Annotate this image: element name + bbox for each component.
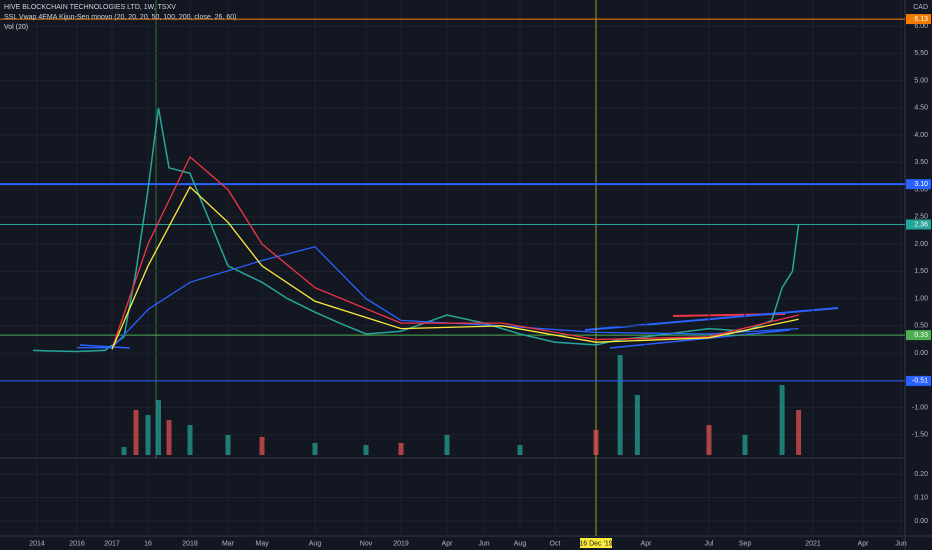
volume-bar xyxy=(156,400,161,455)
volume-bar xyxy=(398,443,404,455)
crosshair-label-box xyxy=(580,538,612,548)
volume-bar xyxy=(225,435,231,455)
level-label: 2.36 xyxy=(914,221,928,228)
x-tick-label: Jun xyxy=(895,540,906,547)
x-tick-label: Oct xyxy=(550,540,561,547)
y-tick-label: 1.00 xyxy=(914,295,928,302)
volume-bar xyxy=(121,447,127,455)
level-label-box xyxy=(906,179,931,190)
x-tick-label: Aug xyxy=(309,540,322,547)
x-tick-label: Jun xyxy=(478,540,489,547)
x-tick-label: Mar xyxy=(222,540,235,547)
y-tick-label: 1.50 xyxy=(914,268,928,275)
x-tick-label: Apr xyxy=(641,540,653,547)
volume-bar xyxy=(363,445,369,455)
y-tick-label: 3.50 xyxy=(914,159,928,166)
series-line xyxy=(111,155,799,349)
currency: CAD xyxy=(913,4,928,11)
trend-line xyxy=(609,329,791,349)
crosshair-x-label: 16 Dec '19 xyxy=(579,540,612,547)
volume-bar xyxy=(593,430,599,455)
volume-label: Vol (20) xyxy=(4,24,28,31)
x-tick-label: 2019 xyxy=(393,540,409,547)
y-tick-label: 5.00 xyxy=(914,77,928,84)
x-tick-label: 2016 xyxy=(69,540,85,547)
y-tick-label: 0.20 xyxy=(914,471,928,478)
trend-line xyxy=(79,344,131,349)
level-label: 3.10 xyxy=(914,181,928,188)
y-tick-label: 0.00 xyxy=(914,518,928,525)
y-tick-label: -1.50 xyxy=(912,432,928,439)
volume-bar xyxy=(133,410,139,455)
x-tick-label: Apr xyxy=(442,540,454,547)
y-tick-label: -1.00 xyxy=(912,404,928,411)
volume-bar xyxy=(259,437,265,455)
level-label: 6.13 xyxy=(914,16,928,23)
chart-title: HIVE BLOCKCHAIN TECHNOLOGIES LTD, 1W, TS… xyxy=(4,4,176,11)
x-tick-label: 2018 xyxy=(182,540,198,547)
y-tick-label: 6.00 xyxy=(914,23,928,30)
y-tick-label: 5.50 xyxy=(914,50,928,57)
x-tick-label: 16 xyxy=(144,540,152,547)
level-label: 0.33 xyxy=(914,332,928,339)
volume-bar xyxy=(517,445,523,455)
x-tick-label: Jul xyxy=(705,540,714,547)
level-label-box xyxy=(906,330,931,341)
series-line xyxy=(77,246,799,349)
volume-bar xyxy=(742,435,748,455)
volume-bar xyxy=(706,425,712,455)
volume-bar xyxy=(187,425,193,455)
y-tick-label: 3.00 xyxy=(914,186,928,193)
y-tick-label: 0.10 xyxy=(914,494,928,501)
volume-bar xyxy=(617,355,623,455)
y-tick-label: 0.00 xyxy=(914,350,928,357)
volume-bar xyxy=(166,420,172,455)
series-line xyxy=(111,185,799,350)
x-tick-label: 2021 xyxy=(805,540,821,547)
level-label-box xyxy=(906,219,931,230)
level-label-box xyxy=(906,375,931,386)
y-tick-label: 2.50 xyxy=(914,214,928,221)
volume-bar xyxy=(444,435,450,455)
indicator-label: SSL Vwap 4EMA Kijun-Sen mnovo (20, 20, 2… xyxy=(4,14,236,21)
y-tick-label: 4.00 xyxy=(914,132,928,139)
x-tick-label: 2014 xyxy=(29,540,45,547)
volume-bar xyxy=(634,395,640,455)
y-tick-label: 0.50 xyxy=(914,323,928,330)
x-tick-label: Sep xyxy=(739,540,752,547)
x-tick-label: Nov xyxy=(360,540,373,547)
series-line xyxy=(32,107,800,353)
x-tick-label: Apr xyxy=(858,540,870,547)
x-tick-label: Aug xyxy=(514,540,527,547)
x-tick-label: 2017 xyxy=(104,540,120,547)
volume-bar xyxy=(312,443,318,455)
y-tick-label: 2.00 xyxy=(914,241,928,248)
x-tick-label: May xyxy=(255,540,269,547)
volume-bar xyxy=(796,410,802,455)
level-label-box xyxy=(906,14,931,25)
volume-bar xyxy=(145,415,151,455)
level-label: -0.51 xyxy=(912,378,928,385)
y-tick-label: 4.50 xyxy=(914,105,928,112)
volume-bar xyxy=(779,385,785,455)
